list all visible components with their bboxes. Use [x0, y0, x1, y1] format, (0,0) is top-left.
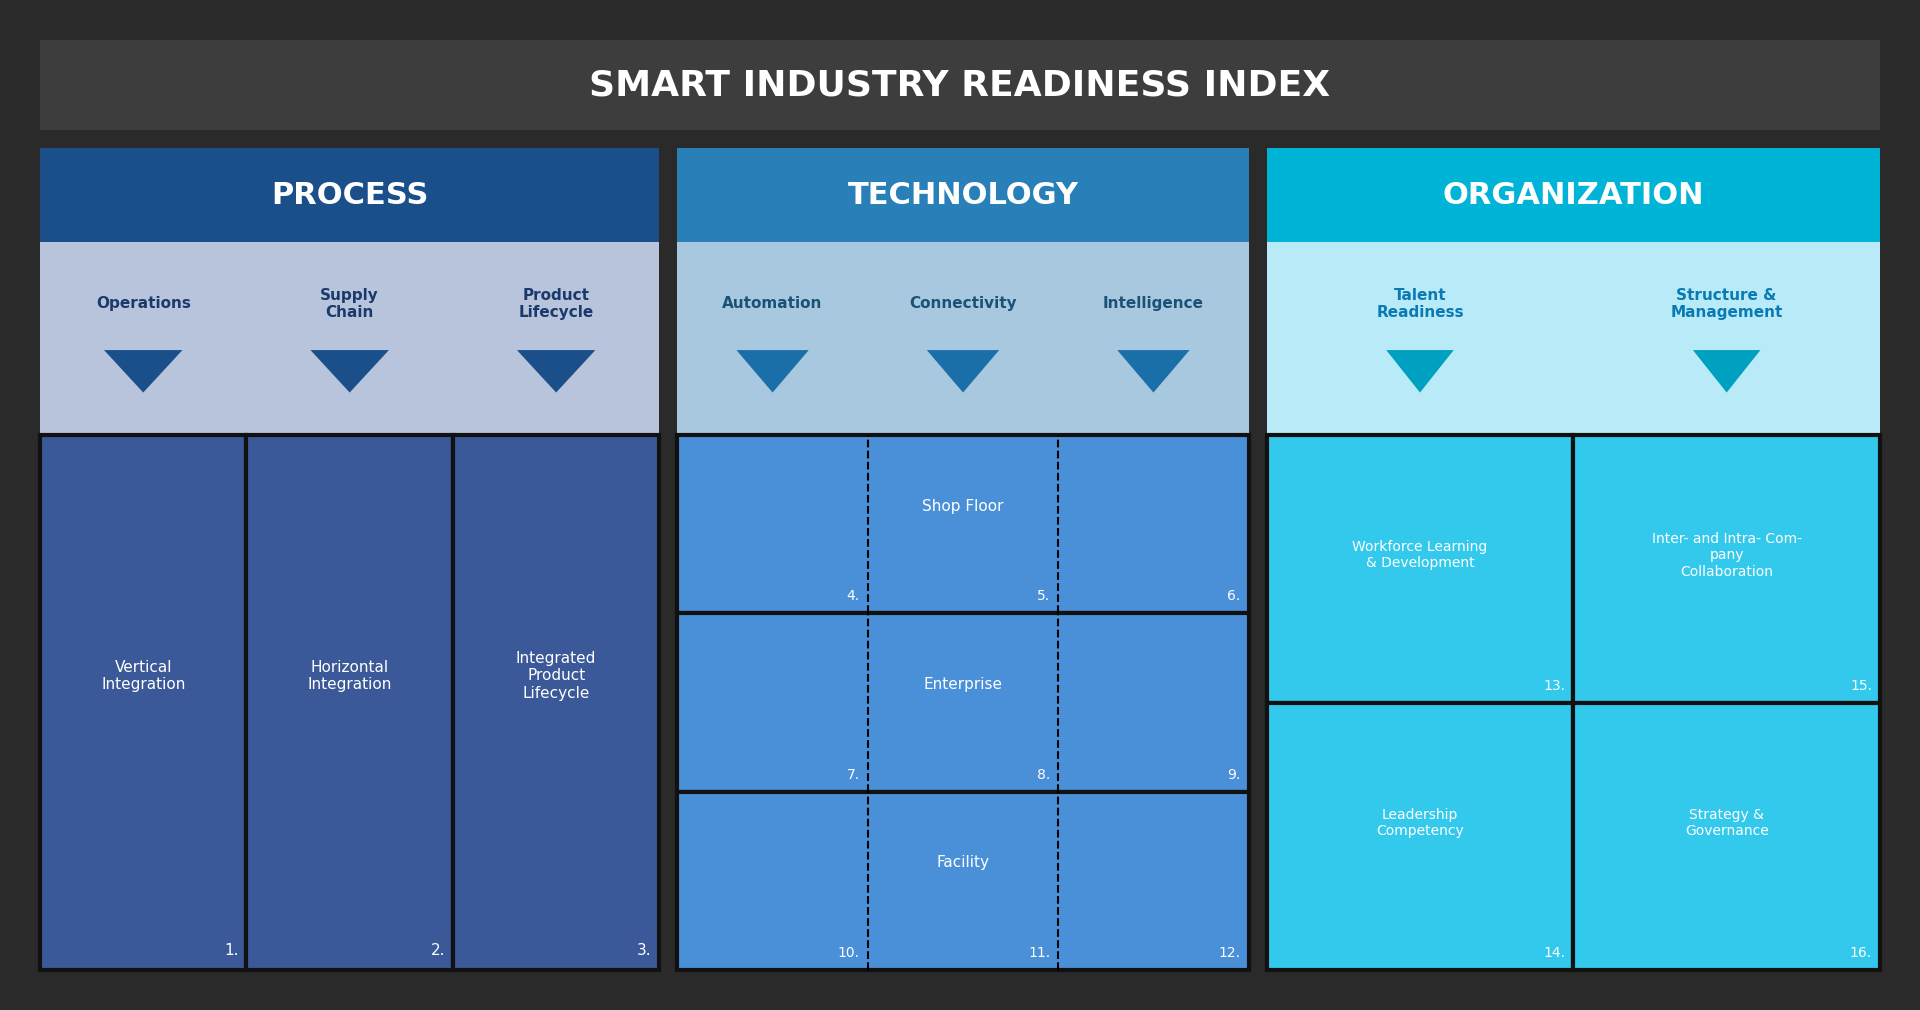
Text: Enterprise: Enterprise: [924, 677, 1002, 692]
Text: 3.: 3.: [637, 943, 651, 958]
Bar: [1267, 703, 1572, 970]
Text: Strategy &
Governance: Strategy & Governance: [1684, 808, 1768, 838]
Polygon shape: [737, 350, 808, 393]
Bar: [678, 148, 1248, 242]
Bar: [678, 613, 1248, 792]
Text: SMART INDUSTRY READINESS INDEX: SMART INDUSTRY READINESS INDEX: [589, 68, 1331, 102]
Text: 14.: 14.: [1544, 946, 1565, 959]
Text: Vertical
Integration: Vertical Integration: [102, 660, 186, 692]
Polygon shape: [311, 350, 390, 393]
Text: Automation: Automation: [722, 296, 824, 311]
Bar: [1572, 703, 1880, 970]
Bar: [40, 148, 1880, 970]
Bar: [678, 242, 1248, 435]
Text: Shop Floor: Shop Floor: [922, 499, 1004, 514]
Text: Integrated
Product
Lifecycle: Integrated Product Lifecycle: [516, 650, 597, 701]
Text: 7.: 7.: [847, 768, 860, 782]
Bar: [246, 435, 453, 970]
Text: Facility: Facility: [937, 855, 989, 871]
Text: 5.: 5.: [1037, 589, 1050, 603]
Text: Intelligence: Intelligence: [1102, 296, 1204, 311]
Bar: [678, 792, 1248, 970]
Text: 4.: 4.: [847, 589, 860, 603]
Text: Talent
Readiness: Talent Readiness: [1377, 288, 1463, 320]
Polygon shape: [1386, 350, 1453, 393]
Text: Operations: Operations: [96, 296, 190, 311]
Text: 2.: 2.: [430, 943, 445, 958]
Polygon shape: [104, 350, 182, 393]
Text: PROCESS: PROCESS: [271, 181, 428, 209]
Bar: [1248, 148, 1267, 970]
Text: 6.: 6.: [1227, 589, 1240, 603]
Bar: [1267, 148, 1880, 242]
Text: Product
Lifecycle: Product Lifecycle: [518, 288, 593, 320]
Bar: [1267, 435, 1572, 703]
Text: 11.: 11.: [1027, 946, 1050, 959]
Bar: [40, 148, 659, 242]
Text: 16.: 16.: [1849, 946, 1872, 959]
Text: Workforce Learning
& Development: Workforce Learning & Development: [1352, 540, 1488, 571]
Text: Leadership
Competency: Leadership Competency: [1377, 808, 1463, 838]
Text: 15.: 15.: [1851, 679, 1872, 693]
Text: Structure &
Management: Structure & Management: [1670, 288, 1784, 320]
Polygon shape: [927, 350, 998, 393]
Text: 1.: 1.: [225, 943, 238, 958]
Text: Horizontal
Integration: Horizontal Integration: [307, 660, 392, 692]
Polygon shape: [516, 350, 595, 393]
Bar: [40, 242, 659, 435]
Bar: [40, 435, 246, 970]
Bar: [678, 435, 1248, 613]
Text: Connectivity: Connectivity: [910, 296, 1018, 311]
Text: 10.: 10.: [837, 946, 860, 959]
Polygon shape: [1693, 350, 1761, 393]
Text: 9.: 9.: [1227, 768, 1240, 782]
Bar: [453, 435, 659, 970]
Text: TECHNOLOGY: TECHNOLOGY: [847, 181, 1079, 209]
Polygon shape: [1117, 350, 1190, 393]
Text: 13.: 13.: [1544, 679, 1565, 693]
Text: 12.: 12.: [1219, 946, 1240, 959]
Text: ORGANIZATION: ORGANIZATION: [1442, 181, 1705, 209]
Bar: [40, 40, 1880, 130]
Text: 8.: 8.: [1037, 768, 1050, 782]
Bar: [1267, 242, 1880, 435]
Text: Inter- and Intra- Com-
pany
Collaboration: Inter- and Intra- Com- pany Collaboratio…: [1651, 532, 1801, 579]
Bar: [659, 148, 678, 970]
Bar: [1572, 435, 1880, 703]
Text: Supply
Chain: Supply Chain: [321, 288, 378, 320]
